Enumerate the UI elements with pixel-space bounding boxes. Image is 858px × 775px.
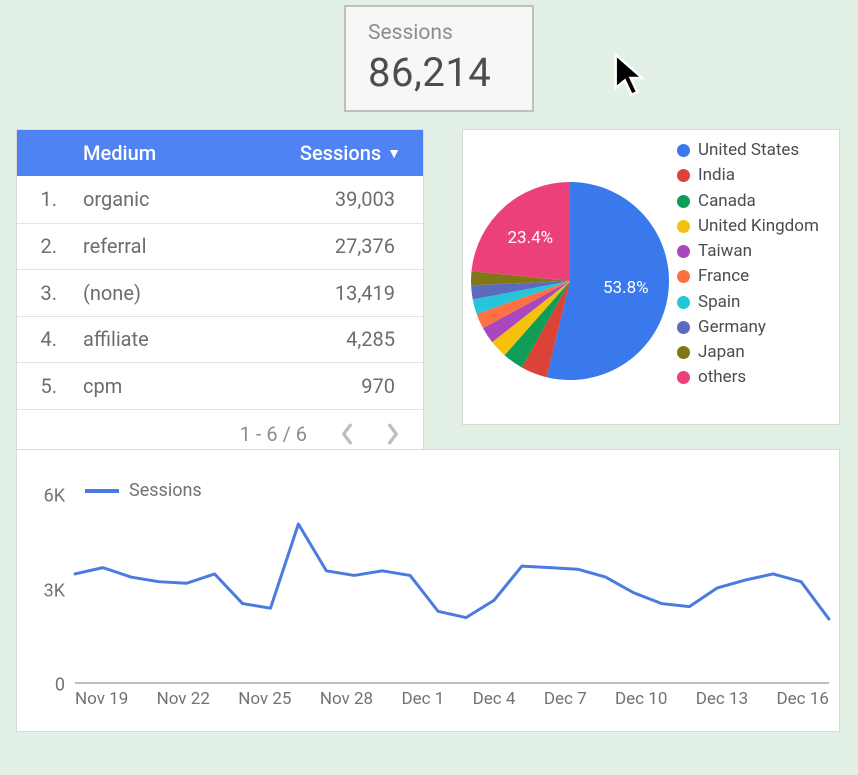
y-axis-tick-label: 3K: [44, 580, 65, 601]
legend-item[interactable]: United Kingdom: [677, 216, 839, 237]
row-sessions: 970: [267, 374, 423, 398]
pie-chart: 53.8% 23.4%: [463, 130, 677, 424]
legend-swatch: [677, 371, 690, 384]
legend-item[interactable]: Spain: [677, 292, 839, 313]
sessions-line: [75, 524, 829, 619]
legend-item[interactable]: United States: [677, 140, 839, 161]
table-header-row: Medium Sessions ▼: [17, 130, 423, 176]
x-axis-tick-label: Dec 4: [473, 689, 516, 709]
x-axis-tick-label: Nov 28: [320, 689, 373, 709]
row-index: 1.: [17, 187, 71, 211]
row-sessions: 4,285: [267, 327, 423, 351]
legend-item[interactable]: India: [677, 165, 839, 186]
legend-swatch: [677, 169, 690, 182]
legend-item[interactable]: Japan: [677, 342, 839, 363]
legend-label: Spain: [698, 292, 740, 313]
pie-slice-label: 53.8%: [603, 278, 649, 298]
legend-item[interactable]: Germany: [677, 317, 839, 338]
legend-swatch: [677, 245, 690, 258]
column-header-sessions-label: Sessions: [300, 141, 381, 165]
row-medium: affiliate: [71, 327, 267, 351]
row-medium: referral: [71, 234, 267, 258]
legend-swatch: [677, 144, 690, 157]
sessions-line-chart-card: Sessions 03K6K Nov 19Nov 22Nov 25Nov 28D…: [16, 449, 840, 732]
x-axis-tick-label: Dec 7: [544, 689, 587, 709]
legend-label: Canada: [698, 191, 756, 212]
legend-swatch: [677, 220, 690, 233]
line-legend-swatch: [85, 489, 119, 493]
legend-label: Japan: [698, 342, 745, 363]
legend-swatch: [677, 270, 690, 283]
row-medium: organic: [71, 187, 267, 211]
row-medium: cpm: [71, 374, 267, 398]
column-header-medium[interactable]: Medium: [71, 141, 267, 165]
table-row[interactable]: 3.(none)13,419: [17, 269, 423, 316]
legend-label: Germany: [698, 317, 766, 338]
pager-prev-button[interactable]: [335, 423, 359, 445]
y-axis-tick-label: 0: [55, 675, 65, 696]
country-pie-chart-card: 53.8%23.4% United StatesIndiaCanadaUnite…: [462, 129, 840, 425]
x-axis-tick-label: Dec 16: [777, 689, 829, 709]
pager-next-button[interactable]: [381, 423, 405, 445]
x-axis-tick-label: Dec 13: [696, 689, 748, 709]
legend-item[interactable]: Taiwan: [677, 241, 839, 262]
legend-swatch: [677, 195, 690, 208]
mouse-cursor-icon: [614, 53, 654, 101]
legend-swatch: [677, 346, 690, 359]
pie-legend: United States India Canada United Kingdom Ta…: [677, 130, 839, 424]
legend-label: United Kingdom: [698, 216, 819, 237]
table-row[interactable]: 4.affiliate4,285: [17, 316, 423, 363]
x-axis-tick-label: Dec 10: [615, 689, 667, 709]
table-row[interactable]: 5.cpm970: [17, 362, 423, 409]
row-index: 3.: [17, 281, 71, 305]
sessions-scorecard: Sessions 86,214: [344, 5, 534, 112]
table-row[interactable]: 1.organic39,003: [17, 176, 423, 223]
x-axis-tick-label: Nov 25: [238, 689, 291, 709]
legend-label: others: [698, 367, 746, 388]
legend-label: India: [698, 165, 735, 186]
legend-swatch: [677, 296, 690, 309]
x-axis-tick-label: Nov 22: [157, 689, 210, 709]
legend-label: France: [698, 266, 749, 287]
table-row[interactable]: 2.referral27,376: [17, 223, 423, 270]
pager-range: 1 - 6 / 6: [240, 422, 307, 446]
row-sessions: 27,376: [267, 234, 423, 258]
row-index: 2.: [17, 234, 71, 258]
x-axis-tick-label: Dec 1: [401, 689, 444, 709]
y-axis-tick-label: 6K: [44, 486, 65, 507]
column-header-sessions[interactable]: Sessions ▼: [267, 141, 423, 165]
legend-item[interactable]: France: [677, 266, 839, 287]
legend-item[interactable]: Canada: [677, 191, 839, 212]
row-index: 5.: [17, 374, 71, 398]
row-sessions: 13,419: [267, 281, 423, 305]
x-axis-tick-label: Nov 19: [75, 689, 128, 709]
legend-item[interactable]: others: [677, 367, 839, 388]
pie-slice-label: 23.4%: [507, 228, 553, 248]
legend-swatch: [677, 321, 690, 334]
medium-sessions-table: Medium Sessions ▼ 1.organic39,0032.refer…: [16, 129, 424, 460]
row-index: 4.: [17, 327, 71, 351]
sort-descending-icon: ▼: [387, 145, 401, 162]
scorecard-label: Sessions: [368, 21, 512, 45]
legend-label: Taiwan: [698, 241, 752, 262]
row-medium: (none): [71, 281, 267, 305]
legend-label: United States: [698, 140, 799, 161]
scorecard-value: 86,214: [368, 49, 512, 96]
row-sessions: 39,003: [267, 187, 423, 211]
